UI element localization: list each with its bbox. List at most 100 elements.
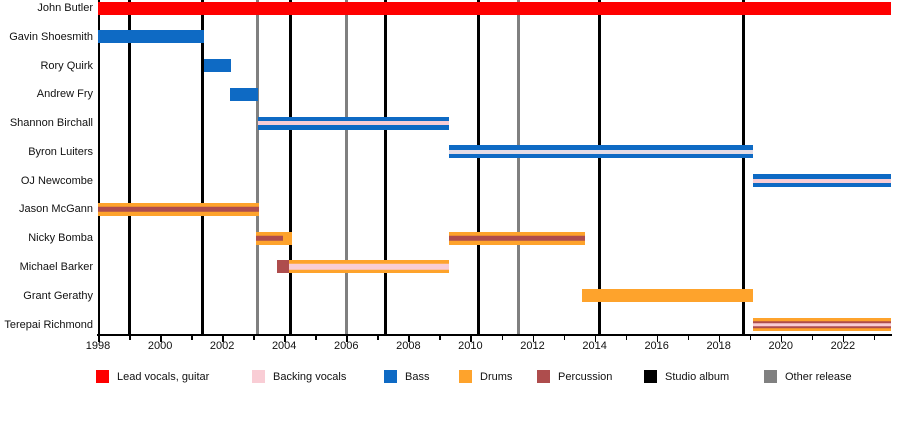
member-label: Grant Gerathy	[23, 289, 93, 302]
axis-tick	[532, 336, 534, 342]
axis-tick	[749, 336, 752, 340]
axis-tick-label: 2014	[582, 340, 607, 352]
axis-tick	[470, 336, 472, 342]
timeline-bar	[257, 116, 449, 130]
bar-stripe	[448, 149, 753, 154]
legend-swatch	[644, 370, 657, 383]
axis-tick	[656, 336, 659, 342]
axis-tick	[563, 336, 566, 340]
axis-tick	[129, 336, 131, 340]
studio-album-line	[288, 0, 292, 334]
axis-tick-label: 2022	[830, 340, 856, 352]
axis-tick	[687, 336, 690, 340]
other-release-line	[344, 0, 348, 334]
other-release-line	[517, 0, 521, 334]
legend-label: Backing vocals	[273, 371, 347, 383]
timeline-bar	[582, 289, 753, 303]
timeline-bar	[229, 87, 258, 101]
timeline-bar	[256, 231, 292, 245]
percussion-segment	[276, 260, 289, 274]
axis-tick	[253, 336, 255, 340]
legend-swatch	[764, 370, 777, 383]
axis-tick	[408, 336, 410, 342]
axis-tick	[377, 336, 379, 340]
studio-album-line	[127, 0, 131, 334]
axis-tick-label: 1998	[85, 340, 111, 352]
legend-swatch	[96, 370, 109, 383]
legend-label: Percussion	[558, 371, 613, 383]
bar-stripe	[98, 207, 260, 212]
axis-tick-label: 2006	[334, 340, 359, 352]
studio-album-line	[383, 0, 387, 334]
member-label: Rory Quirk	[40, 59, 93, 72]
bar-stripe	[752, 322, 891, 327]
axis-tick-label: 2004	[271, 340, 297, 352]
studio-album-line	[742, 0, 746, 334]
axis-tick	[842, 336, 845, 342]
timeline-bar	[98, 1, 891, 15]
axis-tick	[191, 336, 193, 340]
axis-tick	[594, 336, 597, 342]
legend-swatch	[537, 370, 550, 383]
axis-tick-label: 2018	[706, 340, 731, 352]
member-label: OJ Newcombe	[20, 174, 93, 187]
timeline-bar	[448, 231, 586, 245]
legend-label: Lead vocals, guitar	[117, 371, 210, 383]
axis-tick	[501, 336, 503, 340]
axis-tick	[780, 336, 783, 342]
member-label: Michael Barker	[19, 260, 93, 273]
studio-album-line	[476, 0, 480, 334]
member-label: Gavin Shoesmith	[9, 30, 93, 43]
member-label: Nicky Bomba	[28, 232, 93, 245]
timeline-bar	[752, 318, 891, 331]
legend-label: Other release	[785, 371, 852, 383]
member-label: Shannon Birchall	[9, 117, 93, 130]
axis-tick	[160, 336, 162, 342]
axis-tick	[222, 336, 224, 342]
bar-stripe	[256, 235, 283, 241]
axis-tick	[439, 336, 441, 340]
axis-tick	[346, 336, 348, 342]
y-axis-spine	[98, 0, 100, 334]
member-label: Andrew Fry	[36, 88, 93, 101]
timeline-bar	[448, 145, 753, 159]
axis-tick-label: 2016	[644, 340, 669, 352]
axis-tick-label: 2010	[458, 340, 483, 352]
plot-area	[98, 0, 891, 334]
legend-swatch	[384, 370, 397, 383]
axis-tick	[625, 336, 628, 340]
studio-album-line	[200, 0, 204, 334]
bar-stripe	[257, 121, 449, 126]
x-axis-spine	[97, 334, 892, 336]
member-label: Byron Luiters	[28, 145, 93, 158]
timeline-bar	[98, 30, 204, 44]
member-label: Jason McGann	[19, 203, 93, 216]
axis-tick-label: 2012	[520, 340, 545, 352]
timeline-bar	[752, 174, 891, 188]
axis-tick	[98, 336, 100, 342]
axis-tick-label: 2000	[147, 340, 173, 352]
legend-label: Drums	[480, 371, 513, 383]
bar-stripe	[288, 263, 449, 271]
axis-tick	[811, 336, 814, 340]
legend-label: Studio album	[665, 371, 730, 383]
other-release-line	[256, 0, 260, 334]
legend-swatch	[459, 370, 472, 383]
axis-tick-label: 2020	[768, 340, 794, 352]
timeline-bar	[276, 260, 449, 274]
timeline-bar	[203, 59, 232, 72]
legend-swatch	[252, 370, 265, 383]
axis-tick-label: 2002	[209, 340, 235, 352]
member-label: John Butler	[37, 2, 93, 14]
axis-tick	[873, 336, 876, 340]
axis-tick	[718, 336, 721, 342]
axis-tick	[284, 336, 286, 342]
bar-stripe	[752, 178, 891, 183]
axis-tick	[315, 336, 317, 340]
axis-tick-label: 2008	[396, 340, 421, 352]
bar-stripe	[448, 235, 586, 241]
member-label: Terepai Richmond	[4, 318, 93, 331]
studio-album-line	[597, 0, 601, 334]
timeline-bar	[98, 202, 260, 216]
